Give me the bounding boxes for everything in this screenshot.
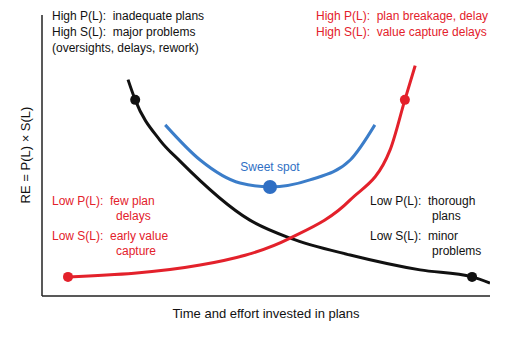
svg-text:(oversights, delays, rework): (oversights, delays, rework) <box>52 41 199 55</box>
svg-text:Low S(L): minor: Low S(L): minor <box>370 229 458 243</box>
svg-text:capture: capture <box>116 244 156 258</box>
svg-text:High P(L): inadequate plans: High P(L): inadequate plans <box>52 9 204 23</box>
svg-text:Sweet spot: Sweet spot <box>240 160 300 174</box>
svg-text:Low P(L): few plan: Low P(L): few plan <box>52 194 155 208</box>
svg-text:Time and effort invested in pl: Time and effort invested in plans <box>172 306 360 321</box>
svg-text:High S(L): major problems: High S(L): major problems <box>52 25 195 39</box>
svg-text:Low P(L): thorough: Low P(L): thorough <box>370 194 475 208</box>
svg-text:High P(L): plan breakage, del: High P(L): plan breakage, delay <box>316 9 488 23</box>
svg-text:delays: delays <box>116 209 151 223</box>
svg-text:Low S(L): early value: Low S(L): early value <box>52 229 168 243</box>
svg-text:problems: problems <box>432 244 481 258</box>
svg-text:plans: plans <box>432 209 461 223</box>
svg-text:High S(L): value capture dela: High S(L): value capture delays <box>316 25 487 39</box>
svg-text:RE = P(L) × S(L): RE = P(L) × S(L) <box>18 107 33 204</box>
